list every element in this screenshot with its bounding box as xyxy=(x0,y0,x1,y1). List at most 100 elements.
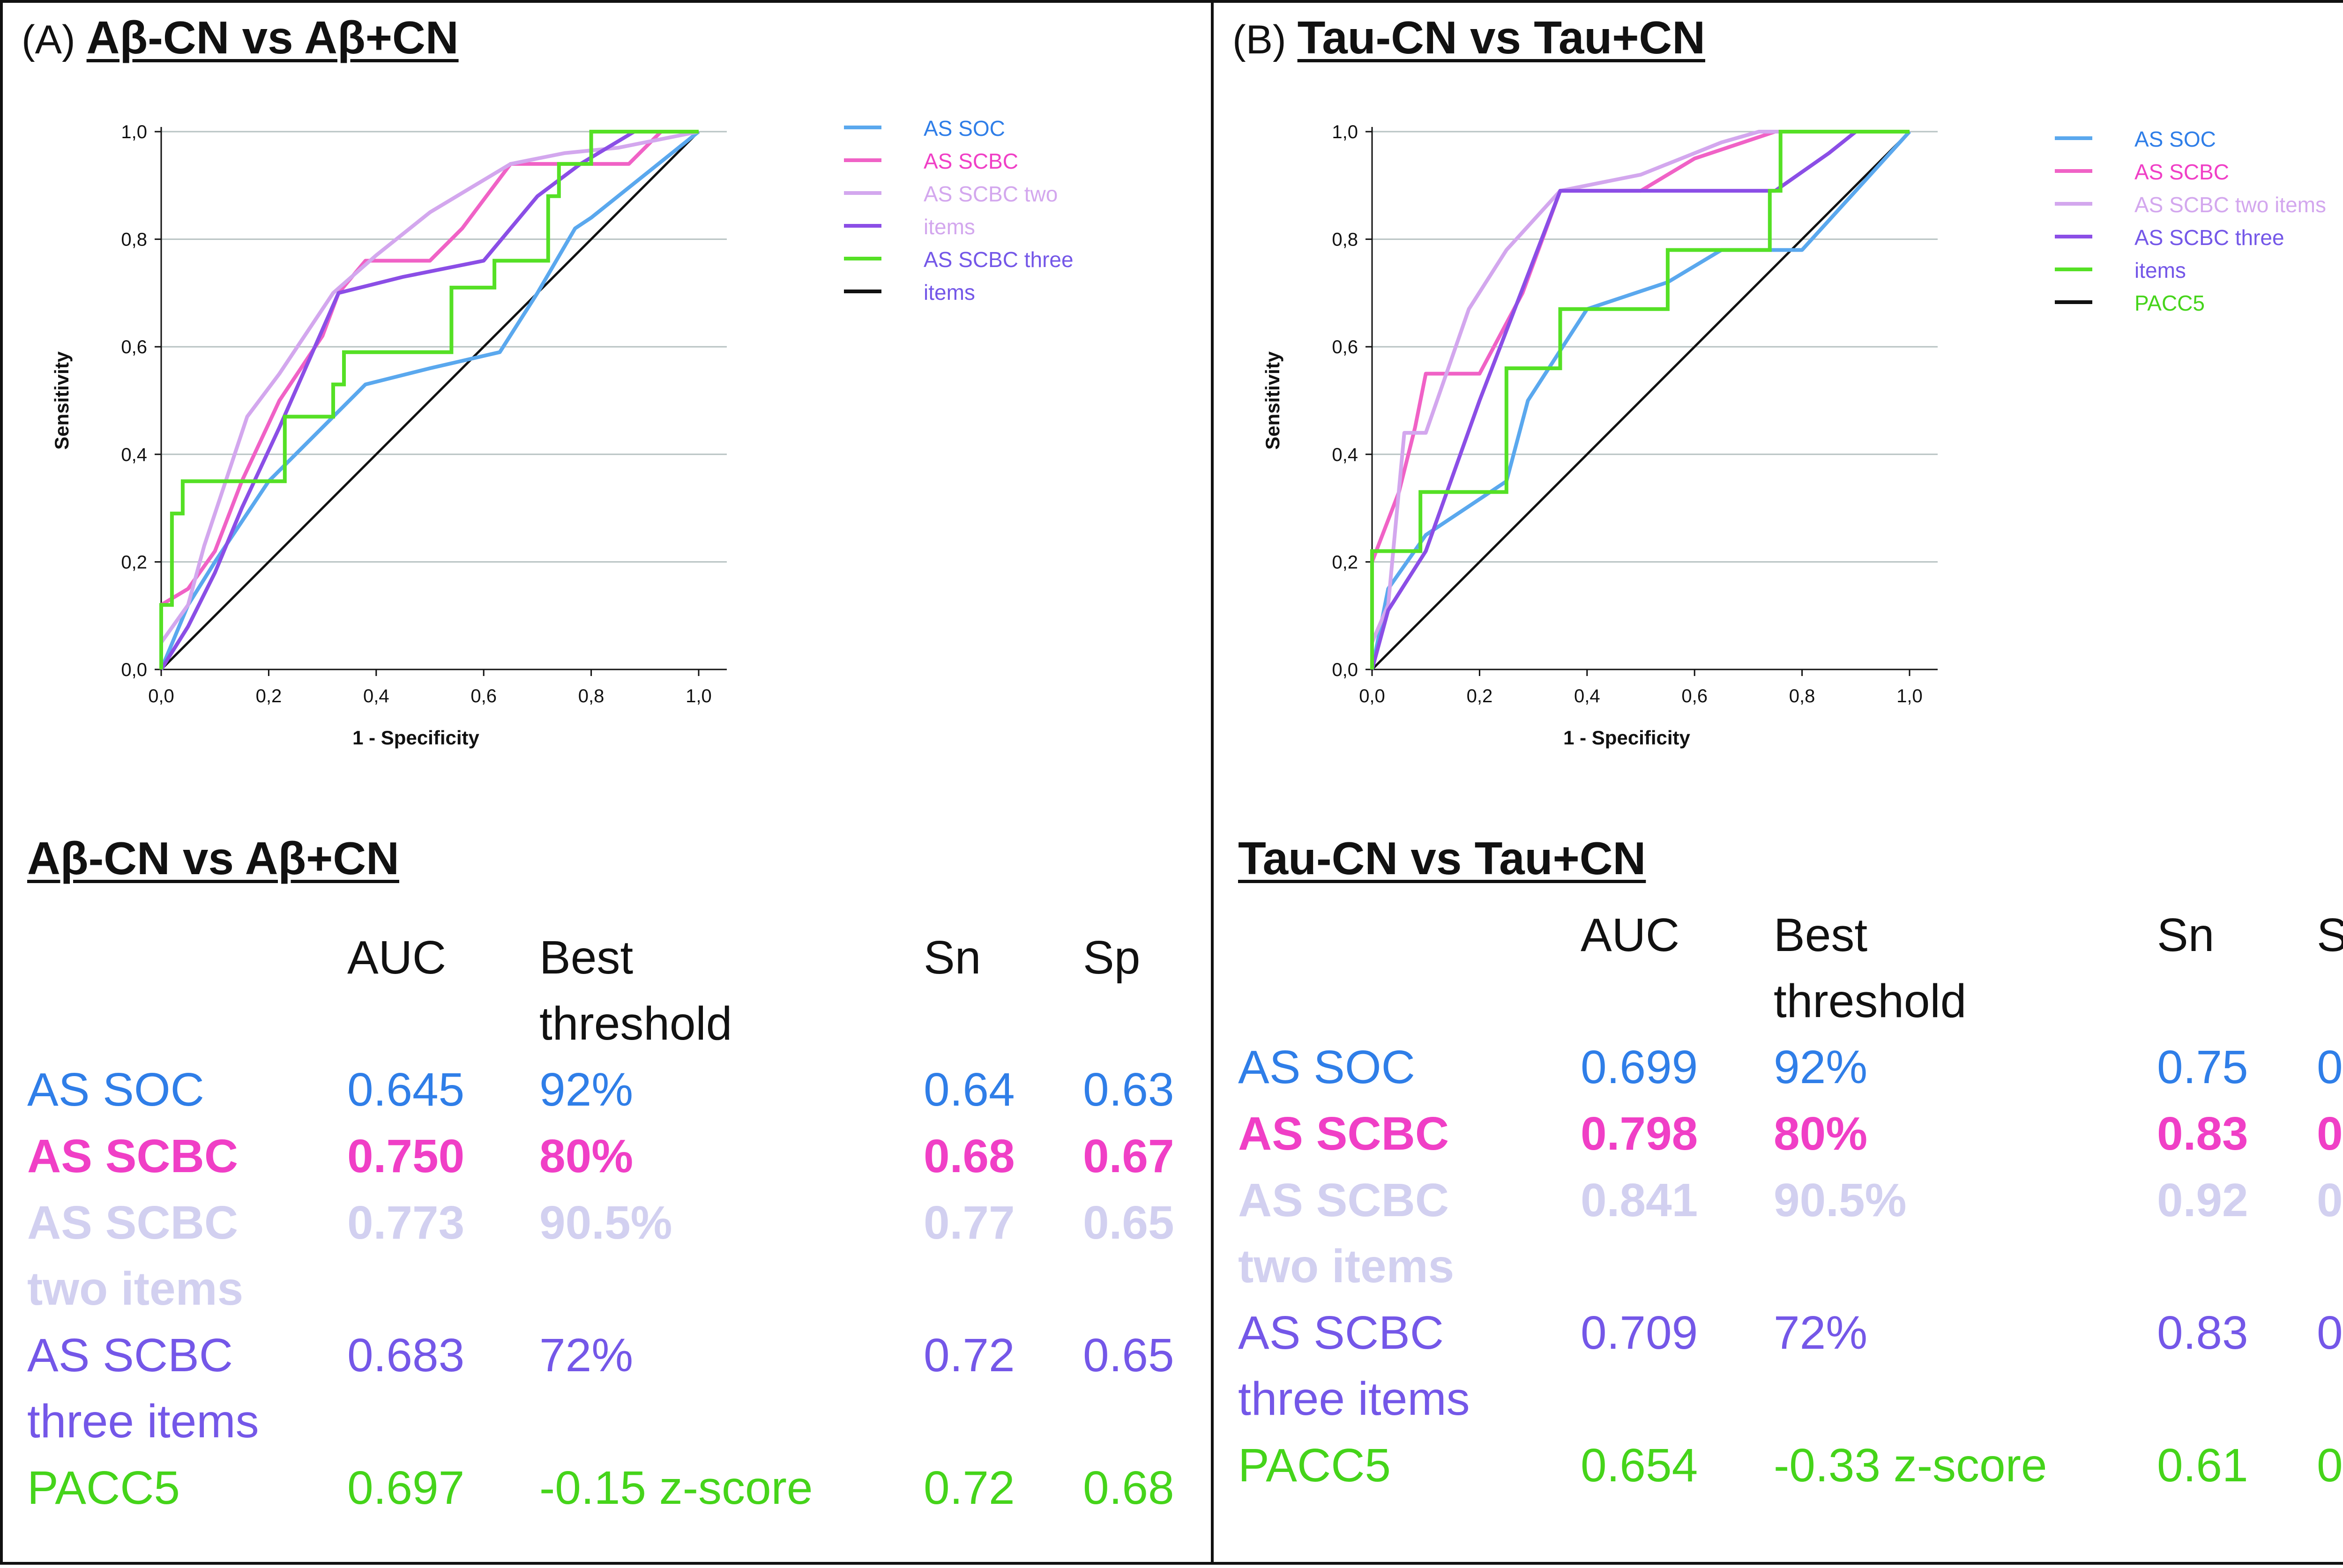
table-cell-sn: 0.77 xyxy=(924,1196,1015,1249)
legend-label: AS SOC xyxy=(2134,127,2216,151)
x-tick-label: 0,6 xyxy=(470,686,497,706)
legend-label: AS SCBC two items xyxy=(2134,193,2326,217)
x-tick-label: 0,6 xyxy=(1681,686,1708,706)
x-axis-label: 1 - Specificity xyxy=(1563,727,1690,749)
table-cell-threshold: 90.5% xyxy=(539,1196,672,1249)
x-tick-label: 0,2 xyxy=(1467,686,1493,706)
legend-label: AS SCBC xyxy=(924,149,1018,173)
table-cell-sn: 0.83 xyxy=(2157,1307,2248,1359)
table-b-title: Tau-CN vs Tau+CN xyxy=(1238,832,1646,884)
x-tick-label: 0,8 xyxy=(578,686,604,706)
legend-label: items xyxy=(924,280,975,305)
table-cell-sp: 0.65 xyxy=(1083,1329,1174,1382)
table-cell-sp: 0.65 xyxy=(1083,1196,1174,1249)
table-cell-name: AS SCBC two items xyxy=(27,1196,244,1315)
y-axis-label: Sensitivity xyxy=(1261,351,1283,450)
table-cell-auc: 0.750 xyxy=(347,1130,465,1182)
roc-series-line xyxy=(159,130,699,669)
x-tick-label: 0,4 xyxy=(1574,686,1600,706)
roc-series-line xyxy=(159,130,699,644)
table-cell-threshold: -0.33 z-score xyxy=(1774,1439,2047,1492)
table-cell-sp: 0.61 xyxy=(2317,1307,2343,1359)
table-cell-name: AS SCBC two items xyxy=(1238,1174,1455,1293)
table-a-title: Aβ-CN vs Aβ+CN xyxy=(27,832,399,884)
roc-series-line xyxy=(159,130,700,670)
table-header-auc: AUC xyxy=(1581,909,1680,961)
table-cell-threshold: 92% xyxy=(1774,1041,1868,1093)
legend-label: AS SCBC three xyxy=(2134,225,2284,250)
roc-series-line xyxy=(1370,130,1910,670)
table-cell-name: AS SCBC xyxy=(1238,1107,1449,1160)
reference-line xyxy=(160,131,700,670)
legend-label: AS SCBC two xyxy=(924,182,1058,206)
y-tick-label: 1,0 xyxy=(121,122,147,142)
x-tick-label: 1,0 xyxy=(686,686,712,706)
table-cell-name: AS SOC xyxy=(27,1063,204,1116)
table-cell-sp: 0.68 xyxy=(1083,1462,1174,1514)
table-cell-auc: 0.841 xyxy=(1581,1174,1698,1226)
table-cell-name: AS SCBC three items xyxy=(27,1329,259,1448)
legend-label: items xyxy=(2134,258,2186,282)
table-header-auc: AUC xyxy=(347,931,447,984)
legend-label: AS SCBC xyxy=(2134,160,2229,184)
table-cell-sp: 0.60 xyxy=(2317,1041,2343,1093)
table-cell-sn: 0.72 xyxy=(924,1462,1015,1514)
table-cell-auc: 0.697 xyxy=(347,1462,465,1514)
table-cell-name: AS SCBC three items xyxy=(1238,1307,1470,1425)
table-cell-threshold: -0.15 z-score xyxy=(539,1462,813,1514)
y-axis-label: Sensitivity xyxy=(51,351,73,450)
table-cell-sn: 0.75 xyxy=(2157,1041,2248,1093)
table-cell-sn: 0.92 xyxy=(2157,1174,2248,1226)
y-tick-label: 0,2 xyxy=(121,552,147,572)
y-tick-label: 0,0 xyxy=(121,660,147,680)
panel-a-title: Aβ-CN vs Aβ+CN xyxy=(86,12,459,63)
y-tick-label: 0,0 xyxy=(1332,660,1358,680)
roc-series-line xyxy=(1370,130,1910,644)
y-tick-label: 0,4 xyxy=(121,445,147,465)
table-header-threshold: Best threshold xyxy=(1774,909,1967,1027)
table-cell-name: PACC5 xyxy=(27,1462,180,1514)
table-cell-sn: 0.61 xyxy=(2157,1439,2248,1492)
table-cell-sp: 0.63 xyxy=(1083,1063,1174,1116)
table-header-threshold: Best threshold xyxy=(539,931,732,1050)
y-tick-label: 0,6 xyxy=(1332,337,1358,357)
table-cell-auc: 0.709 xyxy=(1581,1307,1698,1359)
legend-label: items xyxy=(924,215,975,239)
table-cell-sp: 0.73 xyxy=(2317,1439,2343,1492)
panel-a-letter: (A) xyxy=(22,17,75,62)
table-header-sp: Sp xyxy=(2317,909,2343,961)
table-cell-auc: 0.699 xyxy=(1581,1041,1698,1093)
table-cell-name: PACC5 xyxy=(1238,1439,1391,1492)
y-tick-label: 0,8 xyxy=(1332,230,1358,250)
roc-chart-a: 0,00,0 0,2 0,2 0,4 0,4 0,6 0,6 0,8 0,8 1,0 1,0 Sens… xyxy=(51,116,1074,749)
table-cell-auc: 0.773 xyxy=(347,1196,465,1249)
legend-label: AS SOC xyxy=(924,116,1005,141)
y-tick-label: 0,2 xyxy=(1332,552,1358,572)
x-tick-label: 0,2 xyxy=(256,686,282,706)
y-tick-label: 0,8 xyxy=(121,230,147,250)
table-cell-sp: 0.65 xyxy=(2317,1107,2343,1160)
table-header-sn: Sn xyxy=(924,931,981,984)
table-cell-sn: 0.68 xyxy=(924,1130,1015,1182)
table-cell-name: AS SOC xyxy=(1238,1041,1415,1093)
table-cell-auc: 0.654 xyxy=(1581,1439,1698,1492)
table-cell-sn: 0.64 xyxy=(924,1063,1015,1116)
table-cell-threshold: 80% xyxy=(1774,1107,1868,1160)
x-axis-label: 1 - Specificity xyxy=(352,727,479,749)
reference-line xyxy=(1371,131,1910,670)
legend-label: PACC5 xyxy=(2134,291,2205,315)
x-tick-label: 0,4 xyxy=(363,686,389,706)
legend-label: AS SCBC three xyxy=(924,247,1074,272)
roc-series-line xyxy=(160,130,699,607)
table-cell-threshold: 72% xyxy=(539,1329,634,1382)
y-tick-label: 0,4 xyxy=(1332,445,1358,465)
x-tick-label: 0,0 xyxy=(148,686,174,706)
table-cell-threshold: 90.5% xyxy=(1774,1174,1907,1226)
table-cell-threshold: 92% xyxy=(539,1063,634,1116)
table-header-sn: Sn xyxy=(2157,909,2215,961)
table-header-sp: Sp xyxy=(1083,931,1141,984)
x-tick-label: 0,0 xyxy=(1359,686,1385,706)
panel-a-header: (A) Aβ-CN vs Aβ+CN xyxy=(22,11,459,64)
roc-series-line xyxy=(1370,130,1910,669)
x-tick-label: 0,8 xyxy=(1789,686,1815,706)
